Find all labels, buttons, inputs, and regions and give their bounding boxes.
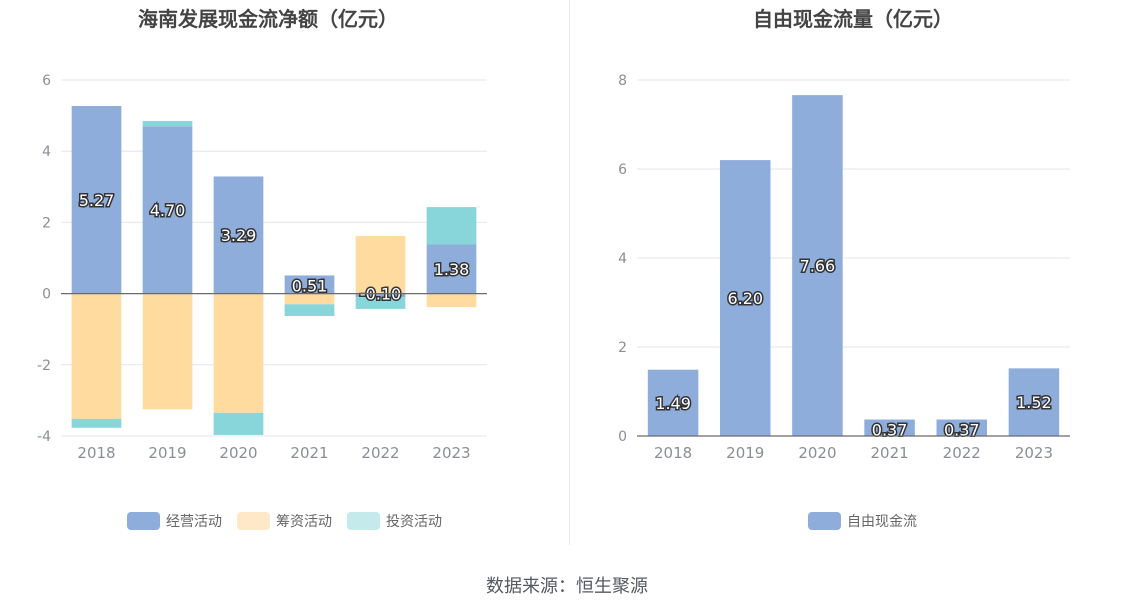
bars	[647, 95, 1060, 436]
x-tick-label: 2018	[654, 444, 692, 462]
data-label: 0.37	[944, 421, 980, 440]
data-label: 7.66	[800, 257, 836, 276]
bar-自由现金流-2022	[936, 419, 988, 436]
bar-筹资活动-2022	[355, 235, 406, 294]
bar-筹资活动-2023	[426, 293, 477, 308]
legend-swatch	[127, 512, 160, 530]
data-source: 数据来源：恒生聚源	[486, 576, 648, 597]
data-label: 1.38	[434, 260, 470, 279]
data-labels: 1.49 6.20 7.66 0.37 0.37 1.52	[654, 255, 1053, 441]
bar-筹资活动-2019	[142, 293, 193, 410]
legend[interactable]: 经营活动 筹资活动 投资活动	[127, 512, 442, 530]
y-tick-label: 0	[618, 429, 627, 445]
legend-label: 自由现金流	[847, 514, 917, 530]
grid	[637, 79, 1070, 348]
bar-投资活动-2019	[142, 120, 193, 127]
data-label: 0.51	[292, 276, 328, 295]
legend-swatch	[808, 512, 841, 530]
x-tick-label: 2022	[361, 444, 399, 462]
legend-swatch	[237, 512, 270, 530]
y-tick-label: 2	[42, 215, 51, 231]
bar-投资活动-2018	[71, 418, 122, 428]
bar-自由现金流-2020	[792, 95, 843, 436]
data-label: 3.29	[221, 226, 257, 245]
bar-经营活动-2022	[355, 293, 406, 298]
bar-经营活动-2019	[142, 126, 193, 294]
legend-label: 筹资活动	[276, 513, 332, 530]
data-label: 0.37	[872, 421, 908, 440]
y-tick-label: 6	[618, 162, 627, 178]
y-axis: 8 6 4 2 0	[618, 73, 627, 445]
y-tick-label: 0	[42, 287, 51, 303]
data-label: 6.20	[727, 289, 763, 308]
panel-divider	[569, 0, 570, 545]
bar-自由现金流-2019	[719, 160, 771, 436]
legend-label: 经营活动	[166, 514, 222, 530]
x-tick-label: 2022	[943, 444, 981, 462]
free-cash-flow-chart: 自由现金流量（亿元） 1.49 6.20 7.66 0.37 0.37 1.52 8 6 4 2…	[618, 7, 1070, 530]
legend[interactable]: 自由现金流	[808, 512, 917, 530]
bar-经营活动-2020	[213, 176, 264, 294]
x-tick-label: 2018	[77, 444, 115, 462]
data-label: 5.27	[79, 191, 115, 210]
bar-经营活动-2018	[71, 105, 122, 294]
x-tick-label: 2020	[219, 444, 257, 462]
bar-经营活动-2023	[426, 244, 477, 294]
data-labels: 5.274.703.290.51 -0.101.38	[77, 189, 471, 305]
bar-投资活动-2023	[426, 207, 477, 245]
legend-swatch	[347, 512, 380, 530]
chart-title: 海南发展现金流净额（亿元）	[138, 7, 398, 31]
x-tick-label: 2023	[432, 444, 470, 462]
x-tick-label: 2019	[148, 444, 186, 462]
y-tick-label: 2	[618, 340, 627, 356]
y-tick-label: 4	[42, 144, 51, 160]
data-label: 1.52	[1016, 393, 1052, 412]
x-tick-label: 2020	[798, 444, 836, 462]
x-axis: 2018 2019 2020 2021 2022 2023	[61, 293, 487, 462]
y-axis: 6 4 2 0 -2 -4	[37, 73, 51, 445]
x-tick-label: 2021	[870, 444, 908, 462]
chart-title: 自由现金流量（亿元）	[753, 7, 953, 31]
x-axis: 2018 2019 2020 2021 2022 2023	[637, 435, 1070, 462]
bars	[71, 105, 477, 435]
cash-flow-net-chart: 海南发展现金流净额（亿元） 5.274.703.290.51 -0.101.38 …	[37, 7, 487, 530]
grid	[61, 79, 487, 437]
bar-投资活动-2020	[213, 412, 264, 435]
bar-投资活动-2022	[355, 297, 406, 309]
x-tick-label: 2021	[290, 444, 328, 462]
bar-自由现金流-2023	[1008, 368, 1060, 436]
data-label: 4.70	[150, 201, 186, 220]
x-tick-label: 2023	[1015, 444, 1053, 462]
legend-label: 投资活动	[386, 514, 442, 530]
bar-筹资活动-2020	[213, 293, 264, 413]
bar-筹资活动-2018	[71, 293, 122, 419]
y-tick-label: -2	[37, 358, 51, 374]
y-tick-label: 6	[42, 73, 51, 89]
bar-自由现金流-2021	[864, 419, 915, 436]
bar-自由现金流-2018	[647, 369, 699, 436]
y-tick-label: 8	[618, 73, 627, 89]
y-tick-label: -4	[37, 429, 51, 445]
bar-经营活动-2021	[284, 275, 335, 294]
x-tick-label: 2019	[726, 444, 764, 462]
bar-投资活动-2021	[284, 304, 335, 317]
data-label: 1.49	[655, 394, 691, 413]
bar-筹资活动-2021	[284, 293, 335, 305]
y-tick-label: 4	[618, 251, 627, 267]
